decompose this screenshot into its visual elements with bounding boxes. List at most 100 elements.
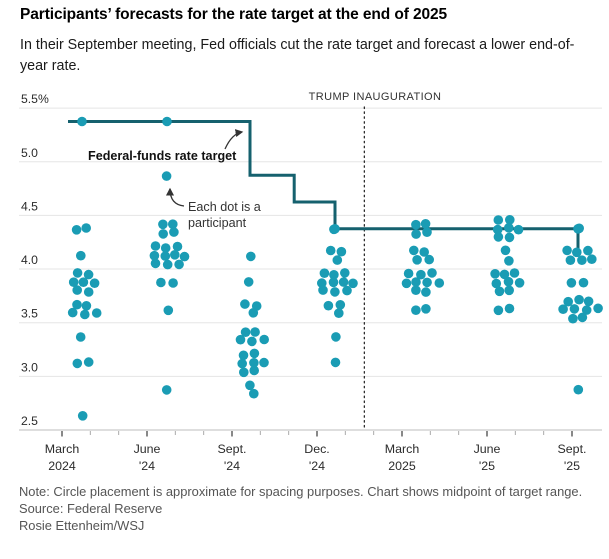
y-axis-tick-label: 5.5% [21, 92, 49, 106]
participant-dot [332, 255, 343, 265]
participant-dot [329, 224, 339, 235]
participant-dot [170, 250, 180, 260]
participant-dot [160, 243, 171, 253]
participant-dot [411, 285, 421, 296]
participant-dot [68, 277, 79, 288]
participant-dot [422, 277, 432, 288]
x-axis-label-month: Dec. [304, 442, 329, 456]
participant-dot [179, 251, 190, 262]
participant-dot [514, 278, 525, 288]
participant-dot [158, 219, 168, 230]
participant-dot [81, 223, 91, 233]
participant-dot [162, 259, 173, 270]
participant-dot [504, 303, 515, 314]
participant-dot [493, 215, 504, 225]
participant-dot [412, 254, 422, 265]
participant-dot [245, 380, 255, 391]
participant-dot [319, 268, 330, 279]
gridlines [19, 107, 602, 431]
participant-dot [80, 309, 90, 320]
participant-dots [67, 171, 603, 421]
target-line-marker-dot [162, 116, 172, 127]
participant-dot [240, 327, 251, 338]
source-text: Source: Federal Reserve [19, 500, 163, 516]
trump-inauguration-label: TRUMP INAUGURATION [309, 91, 442, 103]
participant-dot [156, 277, 166, 288]
participant-dot [72, 268, 83, 278]
each-dot-arrow-icon [165, 187, 185, 207]
credit-text: Rosie Ettenheim/WSJ [19, 517, 145, 533]
participant-dot [150, 258, 161, 269]
participant-dot [249, 358, 259, 368]
participant-dot [75, 332, 86, 342]
participant-dot [331, 332, 341, 342]
participant-dot [72, 299, 82, 310]
participant-dot [419, 247, 430, 257]
x-axis-label-year: '25 [564, 459, 580, 473]
annotation-rate-target: Federal-funds rate target [88, 129, 244, 163]
x-axis-label-month: June [474, 442, 501, 456]
participant-dot [330, 287, 340, 297]
participant-dot [566, 278, 577, 288]
participant-dot [169, 227, 179, 237]
participant-dot [513, 224, 524, 235]
participant-dot [149, 250, 160, 261]
participant-dot [434, 278, 445, 288]
participant-dot [240, 299, 250, 309]
participant-dot [168, 278, 178, 288]
participant-dot [81, 301, 92, 311]
participant-dot [569, 304, 580, 314]
participant-dot [574, 223, 584, 234]
participant-dot [72, 358, 83, 369]
page-title: Participants’ forecasts for the rate tar… [20, 6, 448, 23]
x-axis-label-year: '24 [139, 459, 155, 473]
participant-dot [329, 270, 339, 280]
page-subtitle: In their September meeting, Fed official… [20, 37, 575, 74]
participant-dot [77, 411, 88, 421]
participant-dot [318, 285, 328, 295]
participant-dot [259, 357, 269, 368]
participant-dot [558, 304, 568, 315]
participant-dot [71, 225, 82, 235]
participant-dot [247, 336, 257, 347]
y-axis-tick-label: 2.5 [21, 414, 38, 428]
participant-dot [259, 334, 270, 345]
x-axis-label-month: March [45, 442, 80, 456]
x-axis-label-month: Sept. [558, 442, 587, 456]
participant-dot [577, 312, 588, 323]
participant-dot [338, 277, 349, 287]
y-axis-tick-label: 4.5 [21, 199, 38, 213]
participant-dot [161, 171, 172, 181]
participant-dot [76, 250, 86, 261]
x-axis-label-year: '25 [479, 459, 495, 473]
participant-dot [83, 269, 94, 280]
participant-dot [573, 384, 584, 395]
participant-dot [348, 278, 358, 289]
y-axis-tick-label: 5.0 [21, 146, 38, 160]
participant-dot [421, 304, 431, 314]
participant-dot [334, 308, 344, 319]
participant-dot [163, 305, 174, 316]
participant-dot [168, 219, 178, 229]
participant-dot [490, 269, 500, 279]
rate-forecast-chart: 5.5% 5.0 4.5 4.0 3.5 3.0 2.5 March 2024 June '24 S… [19, 91, 603, 473]
participant-dot [578, 277, 589, 288]
participant-dot [325, 245, 336, 256]
y-axis-tick-label: 3.0 [21, 360, 38, 374]
participant-dot [401, 278, 412, 289]
x-axis-label-month: March [385, 442, 420, 456]
participant-dot [239, 367, 249, 378]
participant-dot [492, 224, 503, 235]
participant-dot [249, 348, 260, 359]
participant-dot [504, 285, 514, 296]
participant-dot [83, 287, 94, 297]
participant-dot [574, 294, 584, 305]
participant-dot [323, 300, 334, 311]
participant-dot [237, 358, 247, 369]
participant-dot [562, 245, 572, 256]
participant-dot [411, 305, 421, 316]
participant-dot [421, 287, 431, 297]
participant-dot [577, 255, 587, 265]
participant-dot [427, 268, 437, 278]
